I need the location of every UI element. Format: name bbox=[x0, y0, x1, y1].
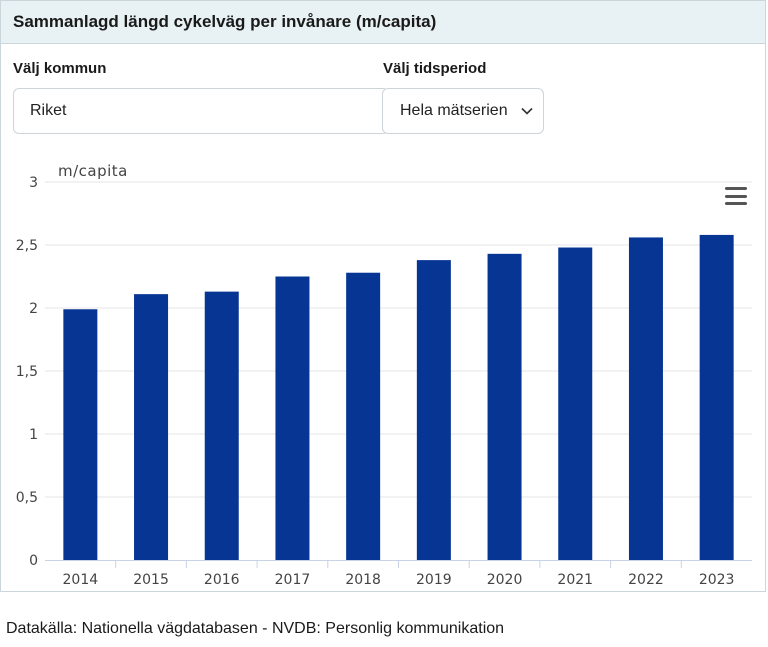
bar[interactable] bbox=[699, 234, 734, 561]
y-tick-label: 1,5 bbox=[16, 364, 38, 380]
bar[interactable] bbox=[346, 272, 381, 560]
x-tick-label: 2015 bbox=[133, 572, 169, 588]
kommun-input[interactable]: Riket bbox=[13, 88, 385, 134]
bar[interactable] bbox=[134, 294, 169, 560]
x-tick-label: 2017 bbox=[275, 572, 311, 588]
y-axis-title: m/capita bbox=[58, 162, 128, 180]
y-tick-label: 1 bbox=[29, 427, 38, 443]
bar[interactable] bbox=[275, 276, 310, 561]
x-axis-ticks: 2014 2015 2016 2017 2018 2019 2020 2021 2022 2023 bbox=[63, 560, 735, 588]
period-select[interactable]: Hela mätserien bbox=[382, 88, 544, 134]
x-tick-label: 2014 bbox=[63, 572, 99, 588]
chevron-down-icon bbox=[519, 89, 535, 133]
y-tick-label: 0 bbox=[29, 553, 38, 569]
y-axis-ticks: 0 0,5 1 1,5 2 2,5 3 bbox=[16, 175, 38, 569]
menu-bar bbox=[725, 187, 747, 190]
bar-chart: 00,511,522,53 2014 2015 2016 2017 2018 2019 20… bbox=[16, 162, 752, 588]
y-tick-label: 3 bbox=[29, 175, 38, 191]
data-source: Datakälla: Nationella vägdatabasen - NVD… bbox=[6, 620, 505, 637]
x-tick-label: 2016 bbox=[204, 572, 240, 588]
x-tick-label: 2020 bbox=[487, 572, 523, 588]
chart-panel: Sammanlagd längd cykelväg per invånare (… bbox=[0, 0, 766, 592]
bar[interactable] bbox=[204, 291, 239, 560]
bar[interactable] bbox=[558, 247, 593, 560]
y-tick-label: 2 bbox=[29, 301, 38, 317]
x-tick-label: 2018 bbox=[345, 572, 381, 588]
y-tick-label: 0,5 bbox=[16, 490, 38, 506]
x-tick-label: 2023 bbox=[699, 572, 735, 588]
bar[interactable] bbox=[487, 253, 522, 560]
period-label: Välj tidsperiod bbox=[383, 60, 487, 77]
x-tick-label: 2021 bbox=[557, 572, 593, 588]
kommun-label: Välj kommun bbox=[13, 60, 107, 77]
panel-title: Sammanlagd längd cykelväg per invånare (… bbox=[1, 1, 765, 44]
x-tick-label: 2019 bbox=[416, 572, 452, 588]
bars bbox=[63, 234, 734, 561]
bar[interactable] bbox=[63, 309, 98, 560]
y-tick-label: 2,5 bbox=[16, 238, 38, 254]
hamburger-menu-icon[interactable] bbox=[725, 187, 747, 205]
x-tick-label: 2022 bbox=[628, 572, 664, 588]
bar[interactable] bbox=[628, 237, 663, 560]
chart-area: 0 0,5 1 1,5 2 2,5 3 2014 2015 2016 2017 2018 2019 20… bbox=[0, 150, 766, 592]
bar[interactable] bbox=[416, 260, 451, 560]
menu-bar bbox=[725, 194, 747, 198]
menu-bar bbox=[725, 202, 747, 205]
period-select-value: Hela mätserien bbox=[400, 102, 508, 119]
